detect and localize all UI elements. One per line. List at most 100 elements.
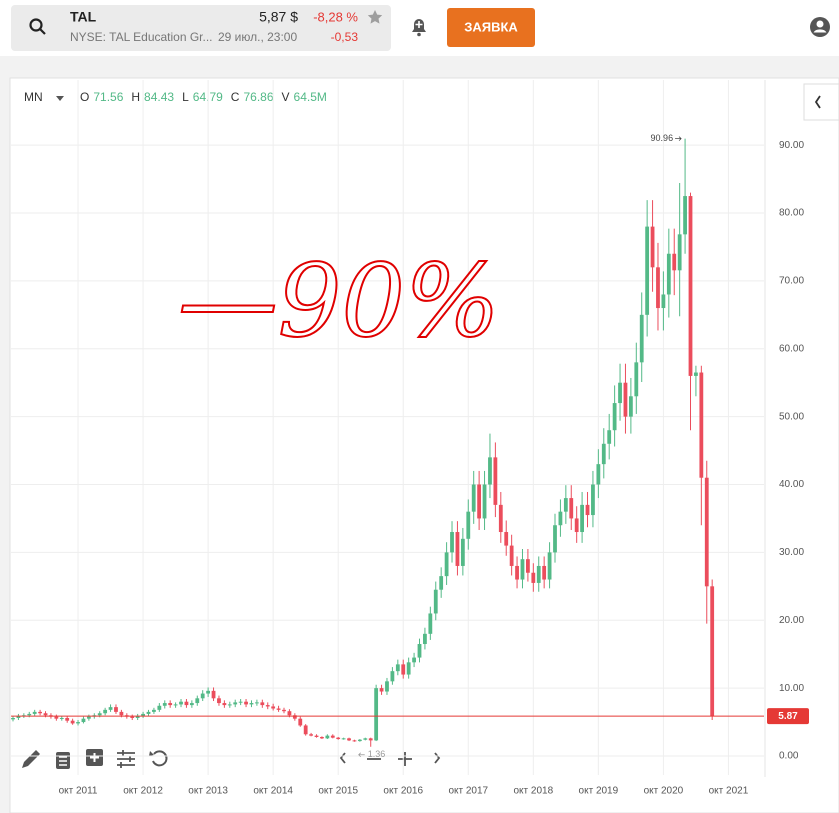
candle-body: [211, 690, 216, 699]
candle-body: [542, 565, 547, 580]
interval[interactable]: MN: [24, 90, 43, 104]
candle-body: [162, 703, 167, 706]
reset-icon[interactable]: [152, 750, 168, 767]
order-button[interactable]: [447, 8, 535, 47]
candle-body: [271, 706, 276, 709]
candle-body: [612, 403, 617, 431]
candle-body: [531, 572, 536, 583]
candle-body: [325, 735, 330, 739]
settings-icon[interactable]: [117, 750, 135, 768]
candle-body: [553, 525, 557, 553]
y-tick-label: 80.00: [779, 208, 804, 219]
candle-body: [596, 464, 601, 485]
candle-body: [423, 633, 427, 645]
search-icon[interactable]: [29, 18, 46, 35]
candle-body: [455, 532, 460, 566]
candle-body: [509, 545, 514, 566]
candle-body: [406, 662, 411, 675]
collapse-button[interactable]: [803, 83, 839, 121]
zoom-in[interactable]: [398, 752, 412, 766]
candle-body: [444, 552, 449, 577]
candle-body: [650, 226, 655, 268]
legend-value: 76.86: [243, 90, 273, 104]
candle-body: [504, 532, 509, 546]
candle-body: [27, 713, 32, 716]
candle-body: [634, 362, 639, 397]
candle-body: [135, 715, 140, 718]
y-tick-label: 50.00: [779, 411, 804, 422]
candle-body: [433, 589, 438, 614]
legend-value: 71.56: [93, 90, 123, 104]
candle-body: [580, 504, 584, 533]
legend-value: 64.5M: [294, 90, 327, 104]
legend-value: 84.43: [144, 90, 174, 104]
candle-body: [141, 713, 145, 716]
candle-body: [395, 664, 400, 672]
add-indicator-icon[interactable]: [86, 749, 103, 766]
y-tick-label: 20.00: [779, 615, 804, 626]
y-tick-label: 70.00: [779, 276, 804, 287]
candle-body: [309, 734, 313, 736]
candle-body: [477, 484, 482, 519]
candle-body: [255, 702, 259, 704]
legend-label: L: [182, 90, 189, 104]
legend-label: C: [231, 90, 240, 104]
candle-body: [471, 484, 476, 512]
candle-body: [439, 576, 444, 590]
chart-card: [9, 77, 839, 813]
candle-body: [428, 613, 433, 634]
x-tick-label: окт 2012: [123, 786, 163, 797]
candle-body: [482, 484, 487, 519]
candle-body: [227, 704, 232, 706]
ticker-box[interactable]: [11, 5, 391, 51]
list-icon[interactable]: [56, 752, 70, 769]
x-tick-label: окт 2015: [318, 786, 358, 797]
candle-body: [347, 738, 351, 741]
legend-label: H: [131, 90, 140, 104]
order-button-label[interactable]: ЗАЯВКА: [464, 19, 518, 34]
candle-body: [417, 644, 422, 658]
candle-body: [173, 704, 178, 706]
candle-body: [65, 717, 70, 721]
candle-body: [265, 705, 270, 707]
candle-body: [661, 294, 666, 309]
candle-body: [488, 457, 492, 485]
candle-body: [222, 703, 227, 706]
candle-body: [103, 709, 108, 714]
pencil-icon[interactable]: [22, 750, 40, 768]
scroll-left[interactable]: [339, 752, 346, 764]
legend-label: V: [282, 90, 290, 104]
candle-body: [70, 720, 75, 724]
candle-body: [146, 711, 151, 714]
change-pct: -8,28 %: [313, 9, 358, 24]
candle-body: [385, 681, 389, 692]
interval-dropdown[interactable]: [56, 96, 64, 101]
price: 5,87 $: [259, 9, 298, 25]
candle-body: [217, 698, 221, 704]
alert-icon[interactable]: [412, 19, 426, 37]
star-icon[interactable]: [367, 10, 383, 24]
candle-body: [374, 688, 379, 741]
candle-body: [81, 718, 86, 723]
candle-body: [179, 701, 183, 705]
y-tick-label: 90.00: [779, 140, 804, 151]
scroll-right[interactable]: [434, 752, 441, 764]
x-tick-label: окт 2017: [448, 786, 488, 797]
y-tick-label: 40.00: [779, 479, 804, 490]
candle-body: [189, 703, 194, 706]
candle-body: [368, 738, 373, 741]
candle-body: [569, 498, 574, 519]
candle-body: [401, 664, 406, 675]
candle-body: [607, 430, 612, 444]
candle-body: [526, 559, 530, 573]
candle-body: [260, 702, 265, 706]
candle-body: [206, 690, 211, 694]
candle-body: [43, 713, 48, 716]
user-icon[interactable]: [810, 17, 830, 37]
candle-body: [688, 196, 693, 376]
candle-body: [97, 713, 102, 716]
candle-body: [233, 702, 238, 705]
candle-body: [195, 698, 200, 704]
candle-body: [677, 234, 682, 271]
candle-body: [536, 565, 541, 583]
